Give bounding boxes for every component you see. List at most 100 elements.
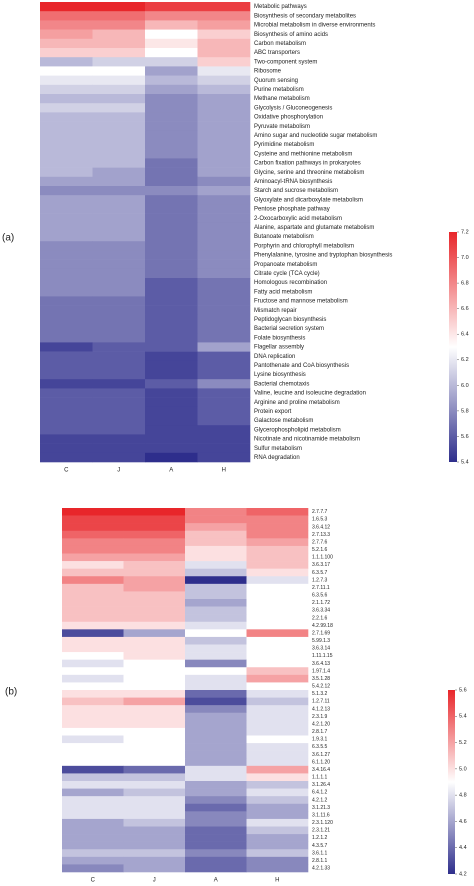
heat-cell: [92, 94, 146, 104]
heat-cell: [185, 614, 247, 623]
heat-cell: [123, 705, 186, 714]
heat-cell: [92, 195, 146, 205]
heat-cell: [246, 644, 309, 653]
heat-cell: [246, 834, 309, 842]
heat-cell: [123, 781, 186, 789]
heat-cell: [246, 674, 309, 683]
row-label: 5.1.3.2: [312, 691, 328, 697]
row-label: 4.1.2.13: [312, 706, 330, 712]
heat-cell: [145, 416, 198, 426]
heat-cell: [185, 811, 247, 820]
heat-cell: [40, 370, 93, 380]
heat-cell: [123, 818, 186, 827]
row-label: Folate biosynthesis: [254, 335, 305, 341]
heat-cell: [92, 2, 146, 12]
heat-cell: [185, 826, 247, 835]
heat-cell: [92, 103, 146, 113]
heat-cell: [92, 278, 146, 288]
row-label: 3.6.4.13: [312, 661, 330, 667]
heat-cell: [62, 803, 124, 812]
heat-cell: [40, 250, 93, 260]
heat-cell: [62, 667, 124, 676]
heat-cell: [40, 434, 93, 444]
colorbar-tick-label: 7.2: [461, 229, 469, 235]
heat-cell: [145, 443, 198, 454]
heat-cell: [145, 342, 198, 352]
heat-cell: [185, 781, 247, 789]
heat-cell: [145, 397, 198, 408]
heat-cell: [123, 811, 186, 820]
row-label: 2.7.13.3: [312, 532, 330, 538]
row-label: Phenylalanine, tyrosine and tryptophan b…: [254, 253, 392, 259]
heat-cell: [40, 452, 93, 463]
heat-cell: [145, 232, 198, 242]
row-label: Valine, leucine and isoleucine degradati…: [254, 391, 366, 397]
heat-cell: [40, 388, 93, 398]
heat-cell: [185, 530, 247, 539]
row-label: Purine metabolism: [254, 87, 304, 93]
heat-cell: [197, 333, 251, 343]
heat-cell: [123, 735, 186, 744]
heat-cell: [246, 553, 309, 562]
heat-cell: [62, 545, 124, 554]
heat-cell: [92, 213, 146, 224]
heat-cell: [62, 781, 124, 789]
heat-cell: [185, 508, 247, 516]
heat-cell: [145, 379, 198, 389]
heat-cell: [92, 20, 146, 30]
heat-cell: [62, 743, 124, 751]
column-label: J: [117, 468, 120, 474]
heat-cell: [123, 834, 186, 842]
heat-cell: [246, 508, 309, 516]
heat-cell: [123, 826, 186, 835]
heat-cell: [62, 576, 124, 585]
heat-cell: [185, 652, 247, 660]
colorbar-tick-label: 5.6: [461, 434, 469, 440]
row-label: 3.1.21.3: [312, 805, 330, 811]
row-label: 4.3.5.7: [312, 843, 328, 849]
heat-cell: [185, 735, 247, 744]
heat-cell: [123, 773, 186, 782]
heat-cell: [246, 583, 309, 592]
heat-cell: [246, 515, 309, 524]
heat-cell: [40, 121, 93, 132]
heat-cell: [92, 232, 146, 242]
heat-cell: [123, 652, 186, 660]
row-label: Carbon metabolism: [254, 41, 306, 47]
heat-cell: [123, 788, 186, 797]
heat-cell: [123, 568, 186, 577]
heat-cell: [40, 287, 93, 297]
row-label: Peptidoglycan biosynthesis: [254, 317, 326, 323]
heat-cell: [92, 241, 146, 251]
heat-cell: [123, 523, 186, 532]
row-label: 4.2.99.18: [312, 623, 333, 629]
heat-cell: [197, 66, 251, 76]
heat-cell: [197, 406, 251, 417]
heat-cell: [145, 222, 198, 233]
heat-cell: [197, 305, 251, 316]
heat-cell: [92, 48, 146, 58]
heat-cell: [62, 674, 124, 683]
colorbar-tick-label: 6.6: [461, 306, 469, 312]
row-label: 4.2.1.2: [312, 797, 328, 803]
row-label: Porphyrin and chlorophyll metabolism: [254, 243, 354, 249]
heat-cell: [62, 583, 124, 592]
heat-cell: [145, 130, 198, 141]
heat-cell: [40, 48, 93, 58]
heat-cell: [123, 530, 186, 539]
row-label: Pantothenate and CoA biosynthesis: [254, 363, 349, 369]
heat-cell: [145, 250, 198, 260]
row-label: Pyruvate metabolism: [254, 124, 310, 130]
heat-cell: [185, 803, 247, 812]
row-label: Quorum sensing: [254, 78, 298, 84]
heat-cell: [92, 379, 146, 389]
heat-cell: [145, 370, 198, 380]
heat-cell: [185, 545, 247, 554]
heat-cell: [123, 576, 186, 585]
heat-cell: [62, 765, 124, 774]
heat-cell: [62, 811, 124, 820]
row-label: Microbial metabolism in diverse environm…: [254, 23, 375, 29]
heat-cell: [246, 652, 309, 660]
heat-cell: [145, 296, 198, 306]
heat-cell: [92, 112, 146, 122]
